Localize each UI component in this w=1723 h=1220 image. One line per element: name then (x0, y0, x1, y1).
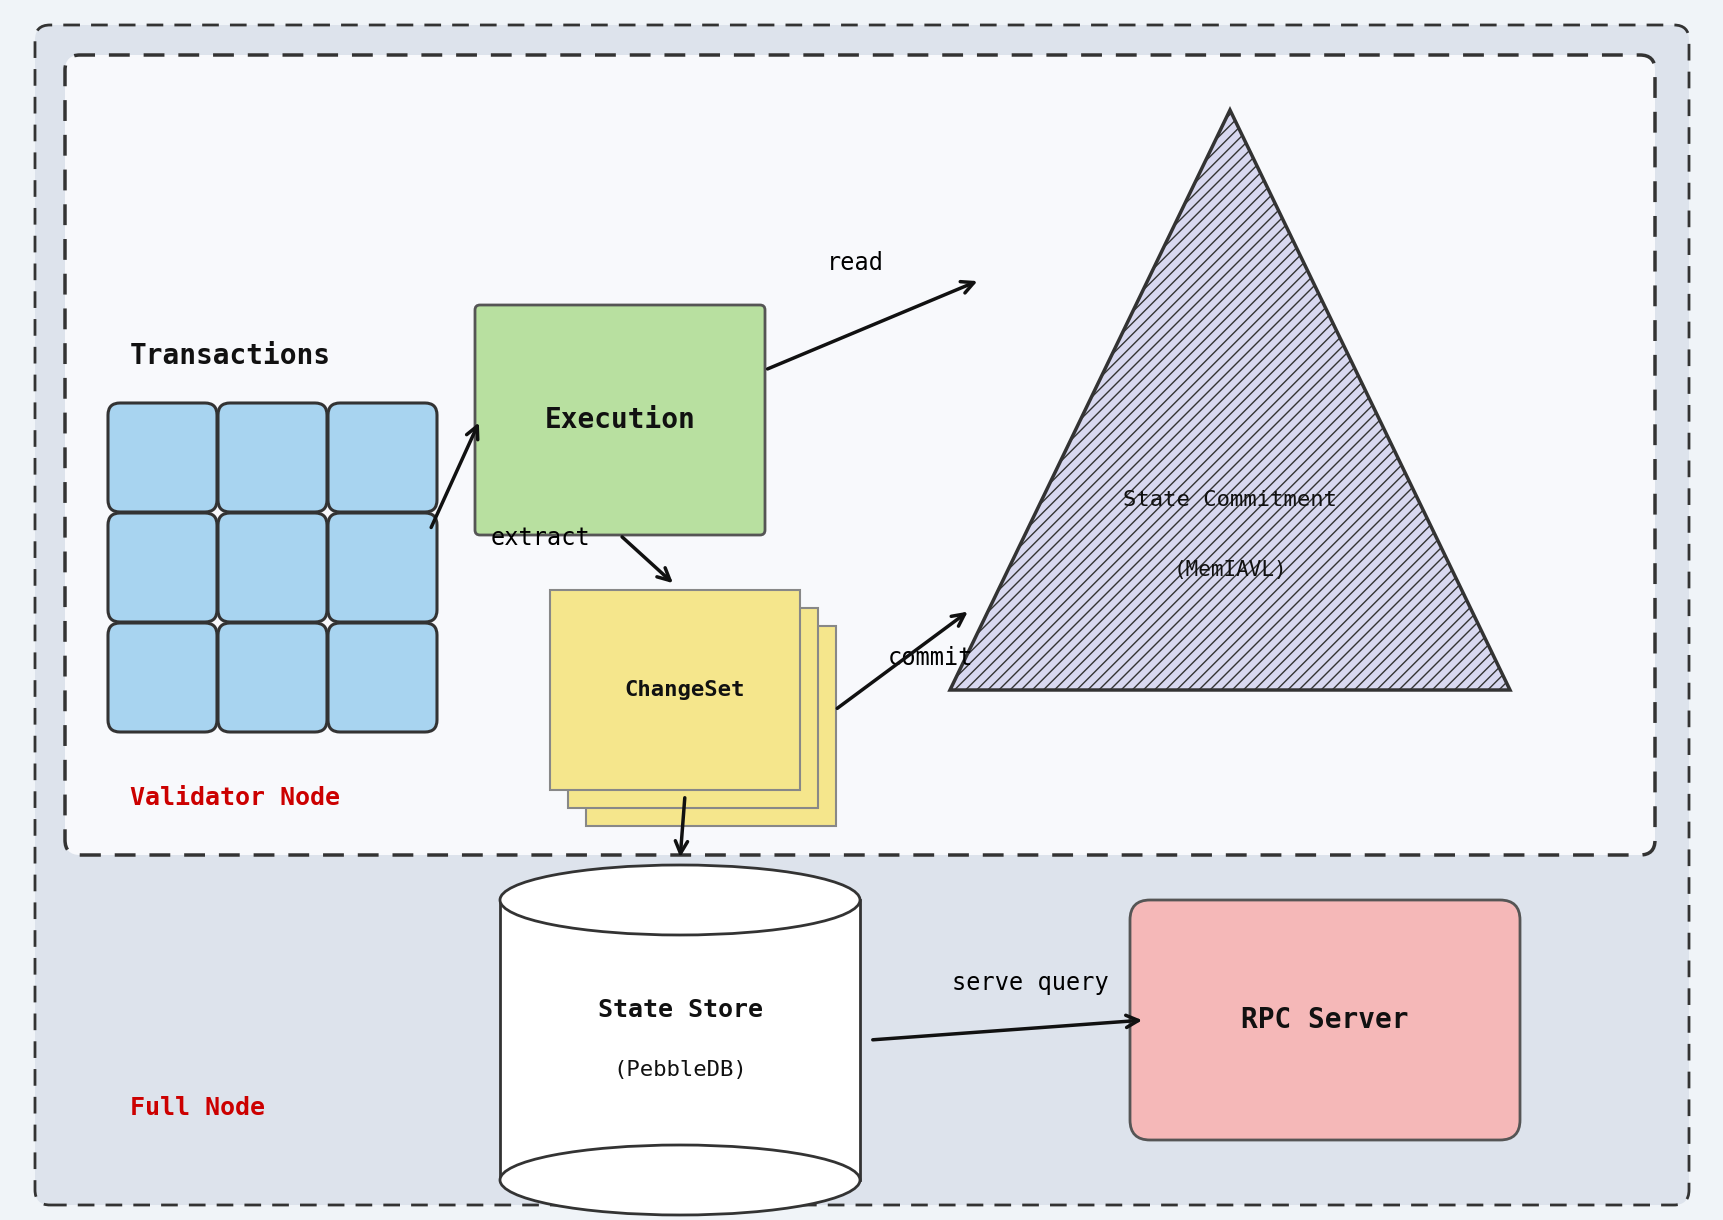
FancyBboxPatch shape (217, 403, 327, 512)
Text: commit: commit (887, 647, 972, 670)
Text: read: read (825, 251, 882, 274)
FancyBboxPatch shape (327, 623, 436, 732)
FancyBboxPatch shape (586, 626, 836, 826)
Text: State Store: State Store (598, 998, 762, 1022)
FancyBboxPatch shape (34, 24, 1689, 1205)
Text: (MemIAVL): (MemIAVL) (1173, 560, 1285, 580)
Text: Execution: Execution (544, 406, 694, 434)
Text: (PebbleDB): (PebbleDB) (613, 1060, 746, 1080)
FancyBboxPatch shape (327, 512, 436, 622)
Text: State Commitment: State Commitment (1122, 490, 1337, 510)
Bar (500, 900, 860, 1180)
FancyBboxPatch shape (109, 512, 217, 622)
Text: ChangeSet: ChangeSet (624, 680, 744, 700)
FancyBboxPatch shape (327, 403, 436, 512)
Text: Validator Node: Validator Node (129, 786, 339, 810)
FancyBboxPatch shape (109, 403, 217, 512)
Ellipse shape (500, 1146, 860, 1215)
FancyBboxPatch shape (567, 608, 817, 808)
Text: Transactions: Transactions (129, 342, 331, 370)
Text: serve query: serve query (951, 971, 1108, 996)
FancyBboxPatch shape (65, 55, 1654, 855)
FancyBboxPatch shape (217, 512, 327, 622)
Text: Full Node: Full Node (129, 1096, 265, 1120)
Ellipse shape (500, 865, 860, 935)
FancyBboxPatch shape (217, 623, 327, 732)
Polygon shape (949, 110, 1509, 691)
FancyBboxPatch shape (1129, 900, 1520, 1139)
FancyBboxPatch shape (476, 305, 765, 536)
FancyBboxPatch shape (550, 590, 799, 791)
Text: RPC Server: RPC Server (1241, 1006, 1408, 1035)
Text: extract: extract (489, 526, 589, 550)
FancyBboxPatch shape (109, 623, 217, 732)
